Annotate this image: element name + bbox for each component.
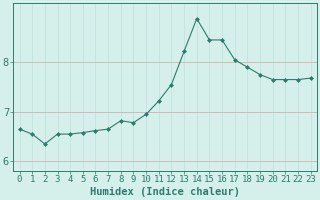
- X-axis label: Humidex (Indice chaleur): Humidex (Indice chaleur): [90, 187, 240, 197]
